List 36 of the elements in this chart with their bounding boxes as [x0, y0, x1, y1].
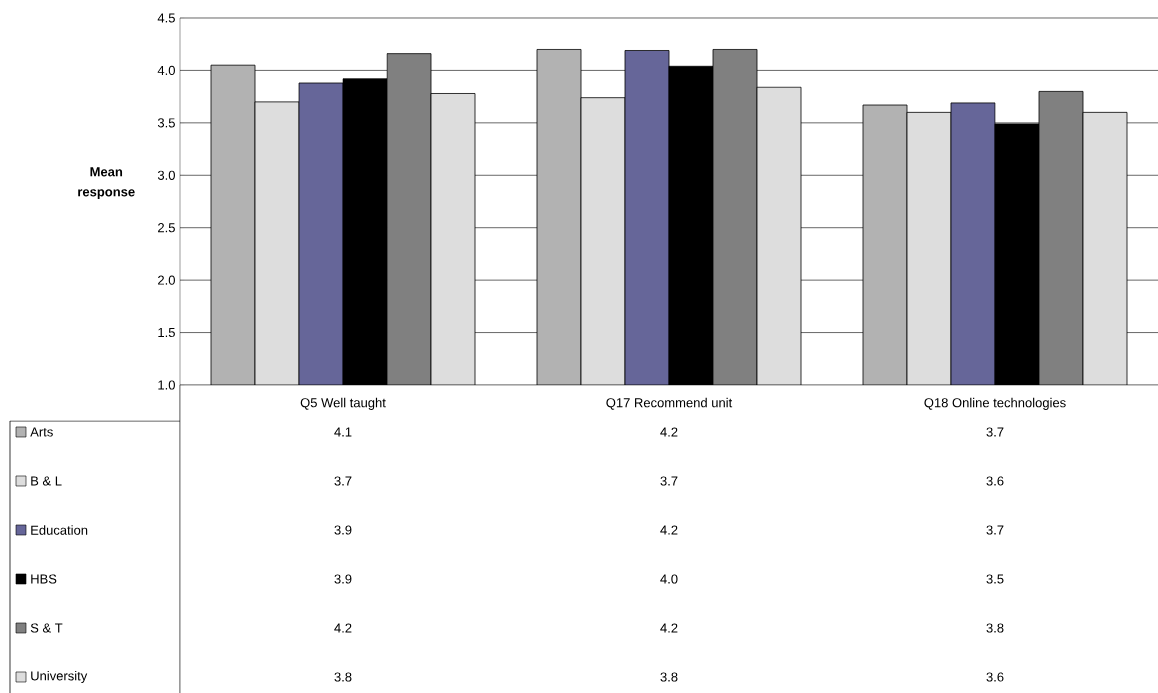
data-label: 3.7: [334, 476, 352, 486]
data-label: 3.8: [334, 672, 352, 682]
y-tick-label: 4.5: [157, 13, 175, 23]
data-label: 4.2: [660, 427, 678, 437]
legend-label: HBS: [31, 574, 57, 584]
y-tick-label: 3.5: [157, 118, 175, 128]
x-tick-label: Q5 Well taught: [300, 397, 386, 410]
y-tick-label: 2.0: [158, 275, 175, 285]
y-tick-label: 1.0: [158, 380, 175, 390]
data-label: 3.6: [986, 672, 1004, 682]
data-label: 3.6: [986, 476, 1004, 486]
data-label: 3.7: [986, 525, 1004, 535]
data-label: 3.5: [986, 574, 1004, 584]
data-label: 3.7: [986, 427, 1004, 437]
legend-label: University: [31, 670, 88, 684]
data-label: 4.1: [334, 427, 352, 437]
y-tick-label: 1.5: [158, 328, 175, 338]
legend-label: B & L: [31, 476, 62, 486]
legend-label: Arts: [30, 427, 53, 437]
legend-label: Education: [31, 525, 88, 535]
data-label: 3.9: [334, 525, 352, 535]
y-tick-label: 3.0: [157, 170, 175, 180]
data-label: 4.2: [660, 623, 678, 633]
legend-label: S & T: [30, 623, 63, 633]
y-axis-title: Mean response: [78, 167, 135, 199]
data-label: 4.2: [334, 623, 352, 633]
x-tick-label: Q18 Online technologies: [924, 397, 1066, 410]
data-label: 4.0: [660, 574, 678, 584]
data-label: 4.2: [660, 525, 678, 535]
y-tick-label: 2.5: [158, 223, 175, 233]
data-label: 3.9: [334, 574, 352, 584]
x-tick-label: Q17 Recommend unit: [606, 397, 733, 410]
y-tick-label: 4.0: [157, 65, 175, 76]
data-label: 3.8: [986, 623, 1004, 633]
data-label: 3.8: [660, 672, 678, 682]
data-label: 3.7: [660, 476, 678, 486]
